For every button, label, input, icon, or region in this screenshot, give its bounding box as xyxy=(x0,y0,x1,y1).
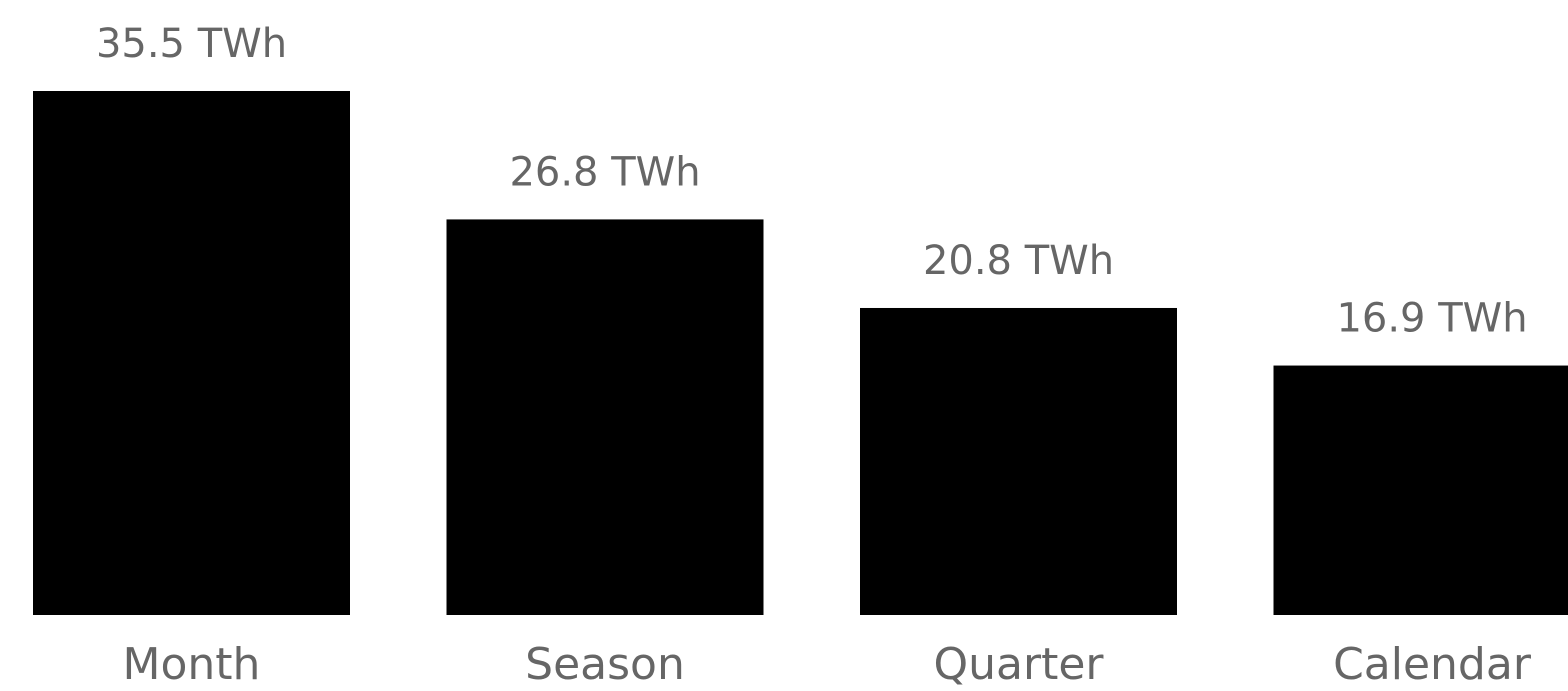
data-label-quarter: 20.8 TWh xyxy=(923,238,1114,284)
tick-label-month: Month xyxy=(123,639,261,690)
category-labels-group: Month Season Quarter Calendar xyxy=(123,639,1532,690)
tick-label-quarter: Quarter xyxy=(934,639,1105,690)
value-labels-group: 35.5 TWh 26.8 TWh 20.8 TWh 16.9 TWh xyxy=(96,21,1528,342)
bar-calendar xyxy=(1273,365,1568,615)
bar-quarter xyxy=(860,307,1177,615)
bar-month xyxy=(33,91,350,615)
data-label-season: 26.8 TWh xyxy=(509,149,700,195)
data-label-calendar: 16.9 TWh xyxy=(1336,296,1527,342)
tick-label-season: Season xyxy=(525,639,685,690)
tick-label-calendar: Calendar xyxy=(1333,639,1532,690)
bar-season xyxy=(446,219,764,615)
bars-group xyxy=(33,91,1568,615)
data-label-month: 35.5 TWh xyxy=(96,21,287,67)
